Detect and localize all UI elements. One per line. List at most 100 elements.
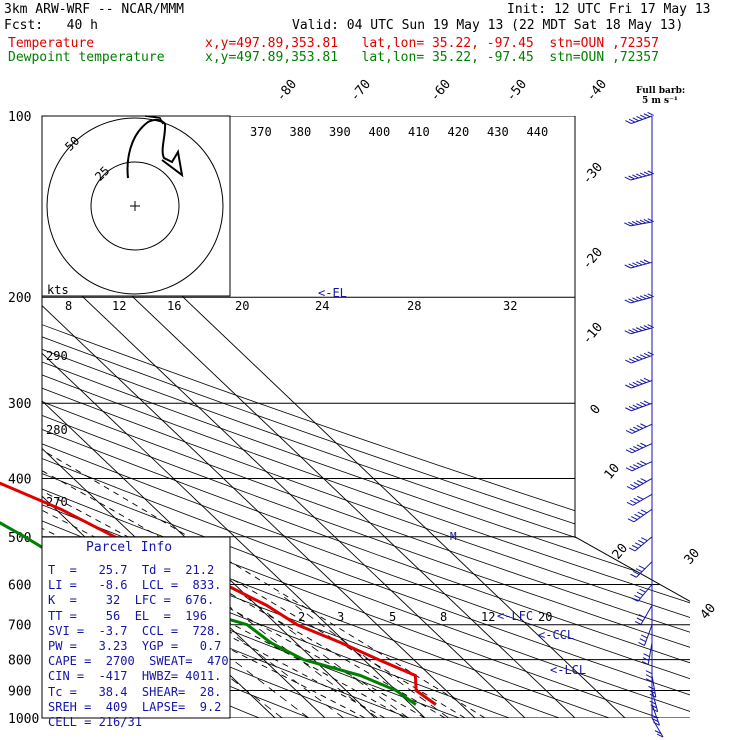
pressure-tick-label: 100 — [8, 110, 31, 125]
parcel-info-title: Parcel Info — [86, 540, 173, 555]
mixing-ratio-line — [179, 592, 344, 718]
dry-adiabat — [42, 116, 690, 718]
hodograph-speed-tick: 12 — [112, 299, 126, 313]
isotherm-tick-label: 10 — [602, 461, 624, 483]
theta-tick-label: 400 — [369, 125, 391, 139]
mixing-ratio-line — [145, 592, 309, 718]
parcel-info-row: LI = -8.6 LCL = 833. — [48, 578, 222, 593]
pressure-tick-label: 600 — [8, 578, 31, 593]
hodograph-speed-tick: 16 — [167, 299, 181, 313]
isotherm-tick-label: -70 — [348, 77, 375, 105]
moist-adiabat — [42, 355, 426, 718]
wind-barb — [634, 605, 653, 625]
dewpoint-profile — [0, 521, 417, 706]
level-marker-label: <-EL — [318, 286, 347, 300]
mixing-ratio-label: 20 — [538, 610, 552, 624]
diagram-boundary — [574, 116, 691, 602]
dry-adiabat — [42, 116, 690, 718]
theta-tick-label: 430 — [487, 125, 509, 139]
isotherm-line — [42, 116, 526, 718]
parcel-info-row: Tc = 38.4 SHEAR= 28. — [48, 684, 222, 699]
level-marker-label: <-LCL — [550, 663, 586, 677]
forecast-hour: Fcst: 40 h — [4, 18, 98, 33]
isotherm-tick-label: -60 — [428, 77, 455, 105]
temperature-profile — [0, 481, 437, 706]
wind-barb — [651, 717, 664, 738]
isotherm-tick-label: -30 — [580, 160, 607, 188]
wind-barb — [630, 561, 653, 578]
mixing-ratio-line — [240, 592, 409, 718]
legend-temperature-label: Temperature — [8, 36, 95, 51]
hodograph-speed-tick: 20 — [235, 299, 249, 313]
dry-adiabat — [42, 116, 690, 718]
wind-barb — [625, 111, 654, 124]
parcel-info-row: CIN = -417 HWBZ= 4011. — [48, 669, 222, 684]
mixing-ratio-line — [211, 592, 378, 718]
legend-dewpoint-label: Dewpoint temperature — [8, 50, 165, 65]
wind-barb — [631, 584, 653, 602]
pressure-tick-label: 800 — [8, 654, 31, 669]
dry-adiabat — [42, 116, 360, 718]
hodograph-speed-tick: 24 — [315, 299, 329, 313]
wind-barb — [624, 324, 654, 335]
isotherm-tick-label: 30 — [682, 546, 704, 568]
wind-barb — [638, 624, 653, 646]
isotherm-tick-label: 20 — [610, 541, 632, 563]
wind-barb — [625, 442, 653, 454]
isotherm-tick-label: -50 — [504, 77, 531, 105]
dry-adiabat — [42, 116, 690, 718]
barb-legend-line2: 5 m s⁻¹ — [642, 96, 678, 106]
parcel-info-row: CELL = 216/31 — [48, 715, 142, 729]
wind-barb — [625, 423, 653, 434]
isotherm-tick-label: 0 — [588, 402, 605, 418]
dry-adiabat — [42, 116, 690, 718]
theta-tick-label: 290 — [46, 349, 68, 363]
parcel-info-row: SREH = 409 LAPSE= 9.2 — [48, 699, 222, 714]
wind-barb — [625, 351, 654, 364]
dry-adiabat — [42, 116, 690, 718]
moist-adiabat — [42, 355, 486, 718]
pressure-tick-label: 500 — [8, 531, 31, 546]
mixing-ratio-label: 12 — [481, 610, 495, 624]
legend-dewpoint-info: x,y=497.89,353.81 lat,lon= 35.22, -97.45… — [205, 50, 659, 65]
hodograph-speed-tick: 28 — [407, 299, 421, 313]
parcel-info-row: TT = 56 EL = 196 — [48, 608, 207, 623]
pressure-tick-label: 700 — [8, 619, 31, 634]
dry-adiabat — [42, 116, 690, 718]
model-title: 3km ARW-WRF -- NCAR/MMM — [4, 2, 185, 17]
isotherm-tick-label: -40 — [584, 77, 611, 105]
isotherm-line — [42, 116, 376, 718]
legend-temperature-info: x,y=497.89,353.81 lat,lon= 35.22, -97.45… — [205, 36, 659, 51]
theta-tick-label: 440 — [527, 125, 549, 139]
pressure-tick-label: 900 — [8, 684, 31, 699]
valid-time: Valid: 04 UTC Sun 19 May 13 (22 MDT Sat … — [292, 18, 684, 33]
parcel-info-row: K = 32 LFC = 676. — [48, 593, 215, 608]
mixing-ratio-label: 8 — [440, 610, 447, 624]
wind-barb — [628, 536, 653, 552]
isotherm-tick-label: -20 — [580, 245, 607, 273]
moist-adiabat — [42, 355, 466, 718]
wind-barb — [625, 400, 653, 412]
parcel-marker: M — [450, 530, 457, 543]
wind-barb — [624, 218, 654, 227]
theta-tick-label: 280 — [46, 423, 68, 437]
isotherm-line — [42, 116, 476, 718]
parcel-info-row: T = 25.7 Td = 21.2 — [48, 563, 215, 577]
wind-barb — [626, 493, 653, 506]
theta-tick-label: 390 — [329, 125, 351, 139]
wind-barb — [626, 478, 653, 490]
mixing-ratio-label: 3 — [337, 610, 344, 624]
mixing-ratio-label: 2 — [298, 610, 305, 624]
dry-adiabat — [42, 116, 690, 718]
hodograph-speed-tick: 8 — [65, 299, 72, 313]
mixing-ratio-line — [278, 592, 449, 718]
isotherm-line — [42, 116, 426, 718]
hodograph-ring — [90, 161, 180, 251]
barb-legend: Full barb: 5 m s⁻¹ — [636, 86, 685, 106]
dry-adiabat — [42, 116, 690, 718]
hodograph-speed-tick: 32 — [503, 299, 517, 313]
level-marker-label: <-CCL — [538, 628, 574, 642]
theta-tick-label: 370 — [250, 125, 272, 139]
level-marker-label: <-LFC — [497, 609, 533, 623]
